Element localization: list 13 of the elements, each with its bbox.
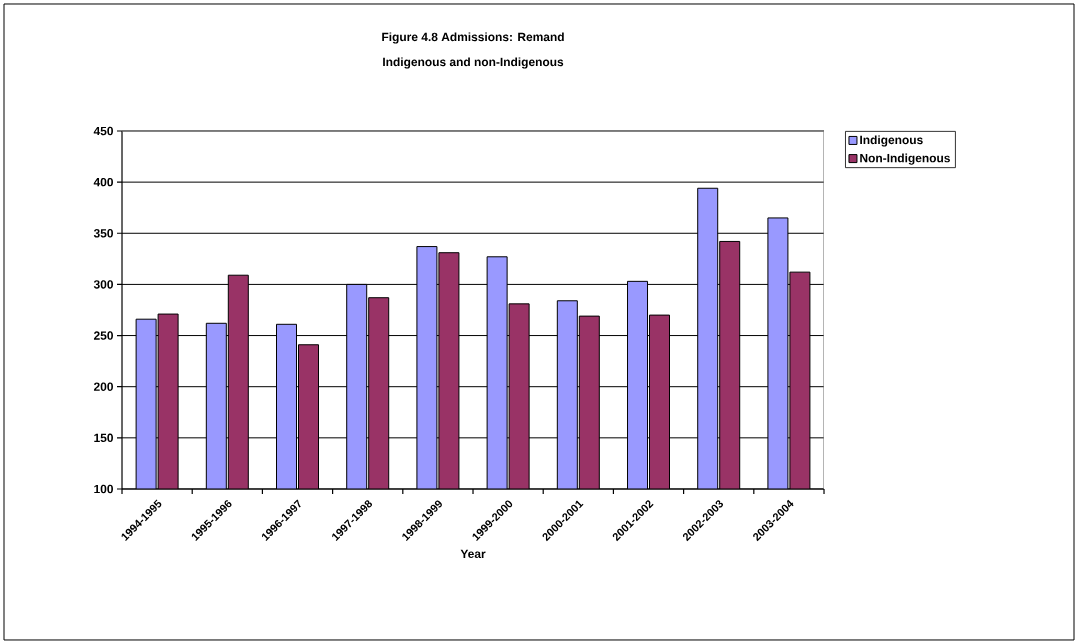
x-axis-title: Year: [460, 549, 486, 559]
chart-title: Figure 4.8 Admissions: Remand: [382, 32, 564, 44]
y-tick-label: 250: [93, 331, 113, 340]
y-tick-label: 400: [93, 177, 113, 187]
legend-label: Indigenous: [860, 135, 923, 147]
legend-label: Non-Indigenous: [860, 153, 950, 165]
y-tick-label: 100: [94, 484, 113, 494]
y-tick-label: 350: [93, 229, 113, 238]
y-tick-label: 150: [94, 433, 113, 443]
y-tick-label: 300: [93, 280, 113, 289]
chart-subtitle: Indigenous and non-Indigenous: [383, 57, 564, 69]
y-tick-label: 450: [93, 126, 113, 136]
y-tick-label: 200: [93, 382, 113, 391]
